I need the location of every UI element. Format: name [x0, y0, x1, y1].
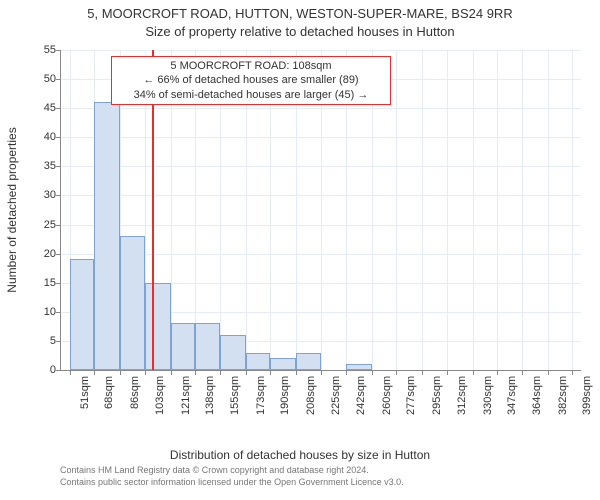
- y-tick: [56, 254, 61, 255]
- x-tick-label: 155sqm: [229, 376, 241, 415]
- histogram-bar: [120, 236, 145, 370]
- y-tick: [56, 79, 61, 80]
- gridline-v: [497, 50, 498, 370]
- x-tick-label: 173sqm: [255, 376, 267, 415]
- x-tick-label: 103sqm: [154, 376, 166, 415]
- y-tick-label: 35: [44, 160, 56, 172]
- x-tick: [171, 370, 172, 375]
- x-tick-label: 364sqm: [531, 376, 543, 415]
- y-tick-label: 25: [44, 219, 56, 231]
- x-tick: [220, 370, 221, 375]
- x-tick: [70, 370, 71, 375]
- x-tick-label: 347sqm: [506, 376, 518, 415]
- x-tick: [346, 370, 347, 375]
- y-tick-label: 5: [50, 335, 56, 347]
- annotation-line: 34% of semi-detached houses are larger (…: [118, 88, 384, 102]
- y-tick: [56, 50, 61, 51]
- x-axis-label: Distribution of detached houses by size …: [0, 448, 600, 462]
- x-tick-label: 312sqm: [456, 376, 468, 415]
- y-tick: [56, 370, 61, 371]
- footnote: Contains HM Land Registry data © Crown c…: [60, 465, 580, 488]
- x-tick: [522, 370, 523, 375]
- y-axis-label: Number of detached properties: [5, 127, 19, 292]
- y-tick-label: 40: [44, 131, 56, 143]
- x-tick-label: 295sqm: [431, 376, 443, 415]
- histogram-bar: [346, 364, 372, 370]
- x-tick-label: 190sqm: [279, 376, 291, 415]
- x-tick: [296, 370, 297, 375]
- x-tick: [572, 370, 573, 375]
- y-tick-label: 15: [44, 277, 56, 289]
- y-tick-label: 20: [44, 248, 56, 260]
- x-tick: [195, 370, 196, 375]
- y-tick-label: 45: [44, 102, 56, 114]
- gridline-v: [572, 50, 573, 370]
- x-tick: [372, 370, 373, 375]
- histogram-bar: [270, 358, 296, 370]
- histogram-bar: [171, 323, 196, 370]
- y-tick: [56, 225, 61, 226]
- address-title: 5, MOORCROFT ROAD, HUTTON, WESTON-SUPER-…: [0, 6, 600, 21]
- x-tick-label: 260sqm: [381, 376, 393, 415]
- histogram-bar: [296, 353, 321, 370]
- y-tick: [56, 341, 61, 342]
- histogram-bar: [220, 335, 246, 370]
- y-tick-label: 30: [44, 189, 56, 201]
- y-tick-label: 55: [44, 44, 56, 56]
- gridline-v: [396, 50, 397, 370]
- x-tick: [270, 370, 271, 375]
- histogram-bar: [94, 102, 120, 370]
- x-tick: [321, 370, 322, 375]
- x-tick-label: 86sqm: [129, 376, 141, 409]
- x-tick-label: 330sqm: [482, 376, 494, 415]
- x-tick-label: 277sqm: [405, 376, 417, 415]
- x-tick: [473, 370, 474, 375]
- y-tick: [56, 195, 61, 196]
- plot-area: 5 MOORCROFT ROAD: 108sqm← 66% of detache…: [60, 50, 581, 371]
- x-tick: [145, 370, 146, 375]
- annotation-line: ← 66% of detached houses are smaller (89…: [118, 73, 384, 87]
- histogram-bar: [195, 323, 220, 370]
- x-tick-label: 121sqm: [180, 376, 192, 415]
- gridline-v: [522, 50, 523, 370]
- y-tick: [56, 108, 61, 109]
- gridline-v: [473, 50, 474, 370]
- x-tick-label: 399sqm: [581, 376, 593, 415]
- x-tick-label: 208sqm: [305, 376, 317, 415]
- y-tick: [56, 166, 61, 167]
- y-tick: [56, 312, 61, 313]
- annotation-line: 5 MOORCROFT ROAD: 108sqm: [118, 59, 384, 73]
- x-tick-label: 138sqm: [204, 376, 216, 415]
- x-tick: [396, 370, 397, 375]
- chart-title: Size of property relative to detached ho…: [0, 24, 600, 39]
- x-tick: [447, 370, 448, 375]
- annotation-box: 5 MOORCROFT ROAD: 108sqm← 66% of detache…: [111, 56, 391, 105]
- y-tick-label: 0: [50, 364, 56, 376]
- y-tick-label: 50: [44, 73, 56, 85]
- x-tick: [548, 370, 549, 375]
- x-tick: [497, 370, 498, 375]
- x-tick: [246, 370, 247, 375]
- y-tick: [56, 283, 61, 284]
- x-tick-label: 68sqm: [103, 376, 115, 409]
- x-tick-label: 51sqm: [79, 376, 91, 409]
- x-tick-label: 242sqm: [355, 376, 367, 415]
- x-tick: [422, 370, 423, 375]
- gridline-v: [548, 50, 549, 370]
- x-tick-label: 382sqm: [557, 376, 569, 415]
- histogram-bar: [70, 259, 95, 370]
- y-tick-label: 10: [44, 306, 56, 318]
- histogram-bar: [246, 353, 271, 370]
- gridline-v: [447, 50, 448, 370]
- x-tick: [94, 370, 95, 375]
- gridline-v: [422, 50, 423, 370]
- x-tick: [120, 370, 121, 375]
- x-tick-label: 225sqm: [330, 376, 342, 415]
- y-tick: [56, 137, 61, 138]
- histogram-bar: [145, 283, 171, 370]
